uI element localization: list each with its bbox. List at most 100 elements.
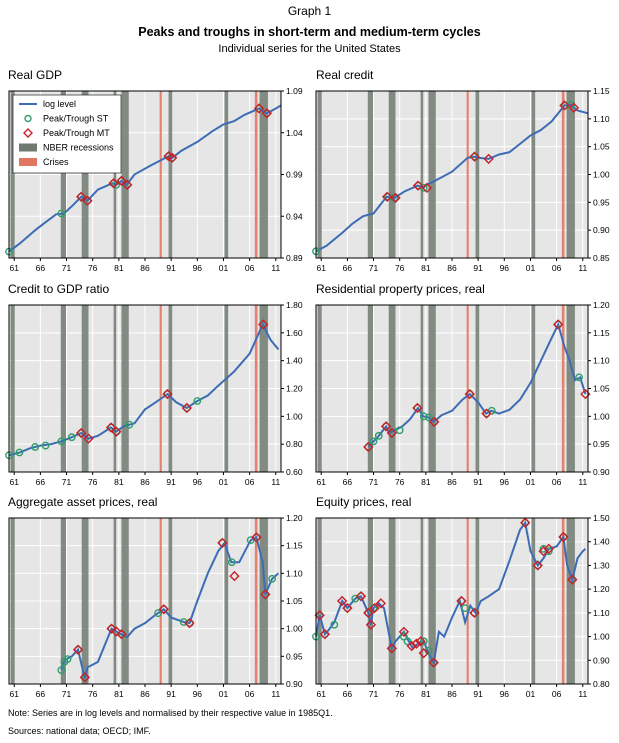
marker-peak-trough-st — [80, 673, 89, 682]
marker-peak-trough-st — [252, 533, 261, 542]
footnote: Note: Series are in log levels and norma… — [8, 708, 333, 718]
x-tick-label: 71 — [369, 689, 379, 699]
y-tick-label: 1.40 — [286, 356, 303, 366]
x-tick-label: 11 — [271, 477, 280, 487]
crisis-band — [561, 305, 565, 472]
marker-peak-trough-st — [123, 180, 132, 189]
marker-peak-trough-mt — [412, 180, 424, 191]
x-tick-label: 06 — [245, 477, 255, 487]
recession-band — [420, 91, 424, 258]
marker-peak-trough-mt — [464, 388, 475, 400]
marker-peak-trough-mt — [568, 102, 580, 113]
marker-peak-trough-mt — [390, 192, 401, 204]
recession-band — [113, 305, 117, 472]
x-tick-label: 61 — [9, 477, 19, 487]
marker-peak-trough-mt — [83, 433, 94, 444]
y-tick-label: 1.10 — [593, 356, 610, 366]
marker-peak-trough-mt — [122, 179, 133, 191]
x-tick-label: 96 — [500, 477, 510, 487]
recession-band — [475, 518, 480, 684]
recession-band — [420, 518, 424, 684]
x-tick-label: 01 — [219, 477, 229, 487]
y-tick-label: 0.90 — [593, 467, 610, 477]
marker-peak-trough-mt — [108, 178, 119, 189]
marker-peak-trough-st — [465, 390, 474, 398]
marker-peak-trough-st — [387, 644, 396, 653]
recession-band — [420, 305, 424, 472]
marker-peak-trough-mt — [319, 629, 331, 640]
y-tick-label: 1.20 — [286, 384, 303, 394]
marker-peak-trough-mt — [469, 607, 480, 619]
x-tick-label: 11 — [578, 689, 587, 699]
panel-1: 0.85 0.90 0.95 1.00 1.05 1.10 1.15 61 66 71 76 81 86… — [312, 86, 610, 273]
marker-peak-trough-mt — [229, 570, 240, 582]
y-tick-label: 1.04 — [286, 128, 303, 138]
legend-diamond-icon — [23, 128, 33, 138]
marker-peak-trough-mt — [79, 672, 91, 683]
marker-peak-trough-st — [218, 539, 227, 547]
y-tick-label: 1.00 — [286, 624, 303, 634]
marker-peak-trough-st — [425, 413, 433, 422]
panel-title-credit-gdp: Credit to GDP ratio — [8, 282, 110, 296]
x-tick-label: 96 — [500, 263, 510, 273]
crisis-band — [466, 91, 469, 258]
recession-band — [367, 91, 374, 258]
marker-peak-trough-mt — [75, 427, 87, 439]
recession-band — [121, 518, 129, 684]
marker-peak-trough-mt — [412, 402, 423, 414]
marker-peak-trough-mt — [483, 153, 494, 165]
marker-peak-trough-st — [403, 637, 412, 646]
marker-peak-trough-mt — [363, 607, 374, 619]
x-tick-label: 91 — [473, 689, 483, 699]
recession-band — [168, 305, 173, 472]
marker-peak-trough-st — [575, 373, 584, 382]
marker-peak-trough-mt — [342, 602, 353, 614]
x-tick-label: 01 — [526, 477, 536, 487]
marker-peak-trough-st — [387, 429, 396, 437]
recession-band — [224, 91, 229, 258]
sources-note: Sources: national data; OECD; IMF. — [8, 726, 151, 736]
marker-peak-trough-st — [193, 397, 202, 405]
x-tick-label: 76 — [395, 263, 405, 273]
marker-peak-trough-st — [559, 533, 568, 541]
recession-band — [81, 518, 89, 684]
x-tick-label: 61 — [316, 477, 326, 487]
recession-band — [317, 91, 322, 258]
x-tick-label: 91 — [166, 477, 176, 487]
marker-peak-trough-st — [154, 609, 162, 618]
marker-peak-trough-mt — [543, 543, 554, 555]
x-tick-label: 76 — [88, 477, 98, 487]
crisis-band — [254, 91, 258, 258]
recession-band — [388, 91, 396, 258]
crisis-band — [466, 305, 469, 472]
x-tick-label: 06 — [552, 477, 562, 487]
y-tick-label: 1.00 — [286, 411, 303, 421]
x-tick-label: 61 — [316, 689, 326, 699]
y-tick-label: 0.85 — [593, 253, 610, 263]
x-tick-label: 71 — [62, 689, 72, 699]
recession-band — [566, 305, 575, 472]
marker-peak-trough-st — [163, 390, 172, 398]
marker-peak-trough-st — [117, 176, 126, 185]
panel-4: 0.90 0.95 1.00 1.05 1.10 1.15 1.20 61 66 71 76 81 86… — [8, 513, 303, 699]
x-tick-label: 06 — [552, 689, 562, 699]
recession-band — [531, 91, 536, 258]
panel-title-real-credit: Real credit — [316, 68, 374, 82]
crisis-band — [159, 91, 162, 258]
marker-peak-trough-st — [259, 320, 268, 329]
marker-peak-trough-mt — [167, 152, 178, 163]
marker-peak-trough-st — [470, 608, 479, 617]
marker-peak-trough-st — [15, 448, 24, 457]
recession-band — [10, 305, 15, 472]
recession-band — [388, 518, 396, 684]
x-tick-label: 01 — [219, 263, 229, 273]
marker-peak-trough-mt — [336, 595, 348, 607]
x-tick-label: 01 — [219, 689, 229, 699]
marker-peak-trough-st — [182, 404, 191, 412]
marker-peak-trough-st — [395, 426, 404, 435]
marker-peak-trough-mt — [116, 175, 127, 187]
legend-label: NBER recessions — [43, 143, 114, 153]
x-tick-label: 06 — [245, 263, 255, 273]
x-tick-label: 81 — [421, 477, 431, 487]
marker-peak-trough-mt — [456, 595, 467, 607]
